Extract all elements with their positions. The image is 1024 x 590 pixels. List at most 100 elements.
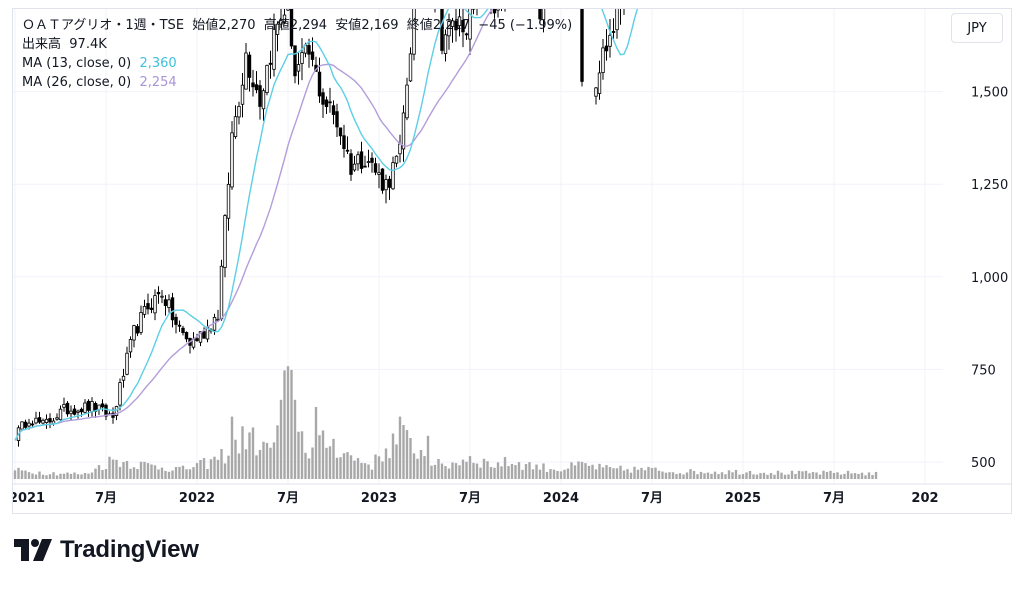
volume-bar	[419, 449, 423, 479]
volume-bar	[465, 461, 468, 479]
volume-bar	[580, 461, 584, 479]
candle-body	[594, 87, 598, 97]
volume-bar	[454, 463, 458, 479]
volume-bar	[647, 466, 650, 479]
volume-bar	[248, 432, 251, 479]
volume-bar	[132, 467, 136, 479]
candle-body	[366, 161, 371, 163]
high-value: 2,294	[289, 18, 328, 33]
volume-bar	[563, 469, 566, 479]
y-tick-label: 500	[971, 456, 996, 471]
candle-body	[307, 45, 311, 55]
volume-bar	[136, 469, 139, 479]
volume-bar	[678, 473, 682, 479]
chart-legend: ＯＡＴアグリオ・1週・TSE 始値2,270 高値2,294 安値2,169 終…	[22, 16, 572, 92]
volume-bar	[76, 474, 80, 479]
volume-bar	[780, 472, 783, 479]
currency-button[interactable]: JPY	[951, 13, 1003, 43]
candle-body	[580, 9, 584, 82]
candle-body	[310, 51, 315, 60]
volume-bar	[48, 474, 52, 479]
symbol-label[interactable]: ＯＡＴアグリオ・1週・TSE	[22, 18, 185, 33]
volume-bar	[97, 465, 101, 479]
candle-body	[352, 163, 357, 171]
close-label: 終値	[406, 18, 433, 33]
volume-bar	[272, 442, 276, 479]
volume-bar	[528, 462, 531, 479]
candle-body	[58, 408, 63, 421]
volume-bar	[622, 470, 626, 479]
candle-body	[373, 163, 378, 173]
volume-bar	[62, 473, 66, 479]
volume-label: 出来高	[22, 37, 62, 52]
candle-body	[76, 410, 80, 413]
volume-bar	[234, 439, 237, 479]
volume-bar	[752, 474, 755, 479]
volume-bar	[472, 462, 475, 479]
volume-bar	[654, 467, 657, 479]
candle-body	[377, 172, 381, 175]
volume-bar	[846, 470, 850, 479]
volume-bar	[59, 473, 62, 479]
candle-body	[338, 127, 343, 137]
candle-body	[223, 215, 227, 268]
volume-bar	[493, 467, 496, 479]
volume-bar	[703, 473, 706, 479]
volume-bar	[822, 470, 825, 479]
volume-bar	[829, 470, 832, 479]
candle-body	[538, 9, 542, 20]
volume-bar	[195, 463, 199, 479]
volume-bar	[615, 468, 619, 479]
candle-body	[219, 265, 224, 320]
volume-bar	[185, 469, 188, 479]
volume-bar	[801, 471, 804, 479]
volume-bar	[535, 464, 538, 479]
volume-bar	[468, 456, 472, 479]
y-tick-label: 1,250	[971, 178, 1008, 193]
volume-bar	[797, 470, 801, 479]
volume-bar	[556, 470, 559, 479]
volume-bar	[426, 435, 430, 479]
volume-bar	[255, 455, 258, 479]
candle-body	[324, 99, 329, 108]
volume-bar	[160, 467, 164, 479]
candle-body	[387, 178, 392, 188]
volume-bar	[157, 469, 160, 479]
volume-bar	[661, 471, 664, 479]
volume-bar	[164, 470, 167, 479]
ma13-row[interactable]: MA (13, close, 0) 2,360	[22, 54, 572, 73]
volume-bar	[521, 469, 524, 479]
volume-bar	[598, 463, 601, 479]
x-tick-label: 2024	[543, 491, 579, 506]
close-value: 2,217	[432, 18, 471, 33]
candle-body	[20, 421, 24, 430]
volume-bar	[290, 369, 293, 479]
tradingview-logo[interactable]: TradingView	[14, 536, 199, 564]
volume-bar	[167, 471, 171, 479]
ma26-row[interactable]: MA (26, close, 0) 2,254	[22, 73, 572, 92]
volume-bar	[720, 472, 724, 479]
volume-bar	[104, 469, 108, 479]
volume-bar	[118, 466, 122, 479]
volume-bar	[727, 470, 731, 479]
candle-body	[363, 165, 367, 168]
candle-body	[69, 410, 73, 415]
candle-body	[289, 9, 294, 47]
volume-bar	[437, 458, 440, 479]
volume-bar	[559, 471, 563, 479]
candle-body	[244, 52, 248, 90]
volume-bar	[409, 438, 412, 479]
candle-body	[275, 23, 280, 35]
volume-bar	[657, 470, 661, 479]
volume-bar	[24, 470, 27, 479]
volume-bar	[423, 456, 426, 479]
candle-body	[153, 295, 157, 314]
price-chart[interactable]: 2,5002,2502,0001,7501,5001,2501,00075050…	[13, 9, 1011, 513]
ma26-value: 2,254	[139, 75, 177, 90]
volume-bar	[839, 474, 843, 479]
volume-bar	[433, 464, 437, 479]
candle-body	[261, 90, 266, 110]
x-tick-label: 2022	[179, 491, 215, 506]
candle-body	[142, 306, 147, 315]
volume-bar	[349, 455, 353, 479]
